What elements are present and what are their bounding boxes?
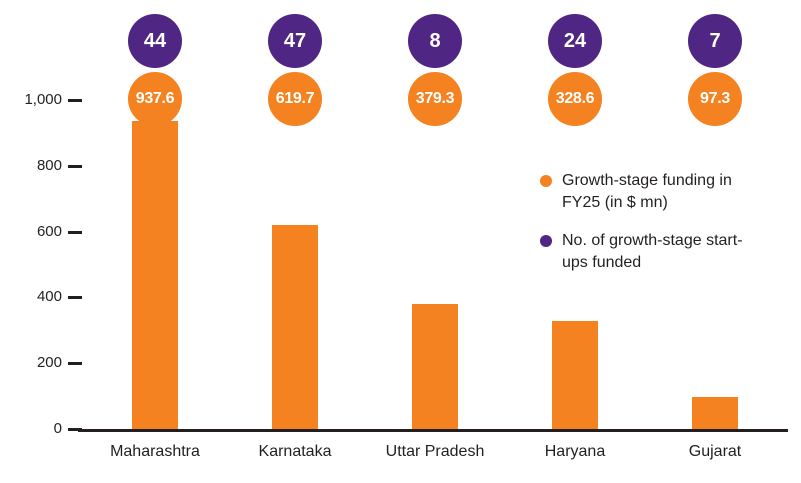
- bar-gujarat: [692, 397, 738, 429]
- y-axis-tick-label: 200: [36, 354, 62, 372]
- y-axis-tick-mark: [68, 296, 82, 300]
- x-axis-line: [78, 429, 788, 432]
- x-axis-label-gujarat: Gujarat: [688, 443, 742, 460]
- startup-count-badge-gujarat: 7: [688, 14, 742, 68]
- chart-column-haryana: 24 328.6 Haryana: [505, 0, 645, 483]
- bar-haryana: [552, 321, 598, 429]
- x-axis-label-haryana: Haryana: [544, 443, 606, 460]
- startup-count-badge-karnataka: 47: [268, 14, 322, 68]
- orange-dot-icon: [540, 175, 552, 187]
- chart-column-uttar-pradesh: 8 379.3 Uttar Pradesh: [365, 0, 505, 483]
- chart-column-gujarat: 7 97.3 Gujarat: [645, 0, 785, 483]
- chart-column-maharashtra: 44 937.6 Maharashtra: [85, 0, 225, 483]
- startup-count-badge-haryana: 24: [548, 14, 602, 68]
- purple-dot-icon: [540, 235, 552, 247]
- legend-item-funding: Growth-stage funding in FY25 (in $ mn): [540, 170, 780, 214]
- chart-column-karnataka: 47 619.7 Karnataka: [225, 0, 365, 483]
- funding-value-badge-uttar-pradesh: 379.3: [408, 72, 462, 126]
- y-axis-tick-mark: [68, 230, 82, 234]
- x-axis-label-maharashtra: Maharashtra: [110, 443, 200, 460]
- funding-value-badge-maharashtra: 937.6: [128, 72, 182, 126]
- y-axis-tick-mark: [68, 99, 82, 102]
- bar-uttar-pradesh: [412, 304, 458, 429]
- x-axis-label-karnataka: Karnataka: [258, 443, 332, 460]
- startup-count-badge-uttar-pradesh: 8: [408, 14, 462, 68]
- bar-maharashtra: [132, 121, 178, 429]
- y-axis-tick-label: 0: [53, 420, 62, 437]
- y-axis-tick-mark: [68, 428, 82, 431]
- y-axis-tick-label: 400: [36, 288, 62, 306]
- legend-label-startups: No. of growth-stage start-ups funded: [562, 232, 743, 271]
- y-axis-tick-mark: [68, 164, 82, 168]
- y-axis-tick-label: 1,000: [24, 91, 62, 108]
- y-axis-tick-label: 800: [36, 156, 62, 174]
- funding-value-badge-haryana: 328.6: [548, 72, 602, 126]
- funding-value-badge-gujarat: 97.3: [688, 72, 742, 126]
- y-axis-tick-mark: [68, 362, 82, 366]
- bar-karnataka: [272, 225, 318, 429]
- funding-value-badge-karnataka: 619.7: [268, 72, 322, 126]
- legend-label-funding: Growth-stage funding in FY25 (in $ mn): [562, 172, 732, 211]
- startup-count-badge-maharashtra: 44: [128, 14, 182, 68]
- legend-item-startups: No. of growth-stage start-ups funded: [540, 230, 780, 274]
- legend: Growth-stage funding in FY25 (in $ mn) N…: [540, 170, 780, 290]
- y-axis-tick-label: 600: [36, 222, 62, 240]
- x-axis-label-uttar-pradesh: Uttar Pradesh: [385, 443, 485, 460]
